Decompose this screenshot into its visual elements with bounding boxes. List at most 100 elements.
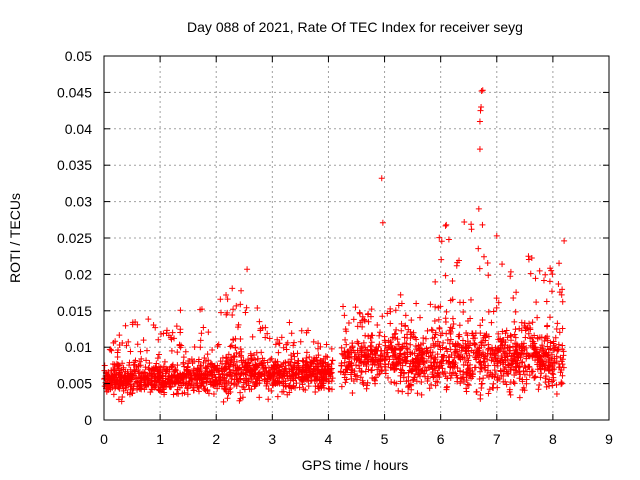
data-point <box>545 346 552 353</box>
data-point <box>559 380 566 387</box>
data-point <box>393 345 400 352</box>
data-point <box>479 339 486 346</box>
data-point <box>554 320 561 327</box>
data-point <box>398 300 405 307</box>
data-point <box>399 343 406 350</box>
data-point <box>512 358 519 365</box>
data-point <box>182 348 189 355</box>
data-point <box>405 390 412 397</box>
data-point <box>160 330 167 337</box>
data-point <box>210 391 217 398</box>
data-point <box>312 389 319 395</box>
data-point <box>356 365 363 372</box>
data-point <box>299 381 306 388</box>
data-point <box>212 381 219 388</box>
data-point <box>459 344 466 351</box>
data-point <box>454 365 461 372</box>
data-point <box>376 370 383 377</box>
data-point <box>477 364 484 371</box>
data-point <box>169 329 176 336</box>
data-point <box>132 375 139 382</box>
data-point <box>458 375 465 382</box>
data-point <box>352 373 359 380</box>
data-point <box>438 238 445 245</box>
data-point <box>325 385 332 392</box>
data-point <box>358 369 365 376</box>
data-point <box>436 363 443 370</box>
data-point <box>432 278 439 285</box>
data-point <box>494 358 501 365</box>
data-point <box>546 314 553 321</box>
data-point <box>532 357 539 364</box>
data-point <box>485 345 492 352</box>
data-point <box>521 371 528 378</box>
data-point <box>315 340 322 347</box>
x-tick-label: 8 <box>549 431 557 447</box>
data-point <box>172 367 179 374</box>
data-point <box>376 332 383 339</box>
data-point <box>169 361 176 368</box>
data-point <box>412 343 419 350</box>
data-point <box>285 362 292 369</box>
x-tick-label: 0 <box>100 431 108 447</box>
data-point <box>355 351 362 358</box>
data-point <box>465 382 472 389</box>
data-point <box>175 390 182 397</box>
data-point <box>153 360 160 367</box>
data-point <box>425 353 432 360</box>
data-point <box>109 384 116 391</box>
data-point <box>303 349 310 356</box>
data-point <box>238 287 245 294</box>
data-point <box>489 354 496 361</box>
data-point <box>214 367 221 374</box>
data-point <box>513 341 520 348</box>
data-point <box>281 370 288 377</box>
data-point <box>412 370 419 377</box>
data-point <box>387 364 394 371</box>
data-point <box>420 360 427 367</box>
data-point <box>390 349 397 356</box>
data-point <box>379 313 386 320</box>
data-point <box>267 356 274 363</box>
data-point <box>146 360 153 367</box>
data-point <box>237 301 244 308</box>
data-point <box>400 374 407 381</box>
data-point <box>529 319 536 326</box>
data-point <box>203 378 210 385</box>
data-point <box>453 262 460 269</box>
data-point <box>463 370 470 377</box>
data-point <box>488 357 495 364</box>
data-point <box>434 351 441 358</box>
data-point <box>518 359 525 366</box>
data-point <box>124 389 131 396</box>
data-point <box>363 347 370 354</box>
data-point <box>368 367 375 374</box>
y-tick-label: 0.035 <box>57 157 92 173</box>
data-point <box>372 354 379 361</box>
data-point <box>399 367 406 374</box>
data-point <box>446 340 453 347</box>
data-point <box>431 318 438 325</box>
data-point <box>442 272 449 279</box>
data-point <box>490 380 497 387</box>
data-point <box>215 341 222 348</box>
x-tick-label: 2 <box>212 431 220 447</box>
data-point <box>288 330 295 337</box>
data-point <box>372 374 379 381</box>
data-point <box>328 345 335 352</box>
data-point <box>465 357 472 364</box>
data-point <box>531 374 538 381</box>
data-point <box>404 349 411 356</box>
data-point <box>280 382 287 389</box>
data-point <box>412 334 419 341</box>
data-point <box>403 340 410 347</box>
data-point <box>300 386 307 393</box>
data-point <box>493 295 500 302</box>
data-point <box>326 378 333 385</box>
data-point <box>237 389 244 396</box>
data-point <box>298 327 305 334</box>
data-point <box>238 370 245 377</box>
data-point <box>404 331 411 338</box>
data-point <box>501 366 508 373</box>
